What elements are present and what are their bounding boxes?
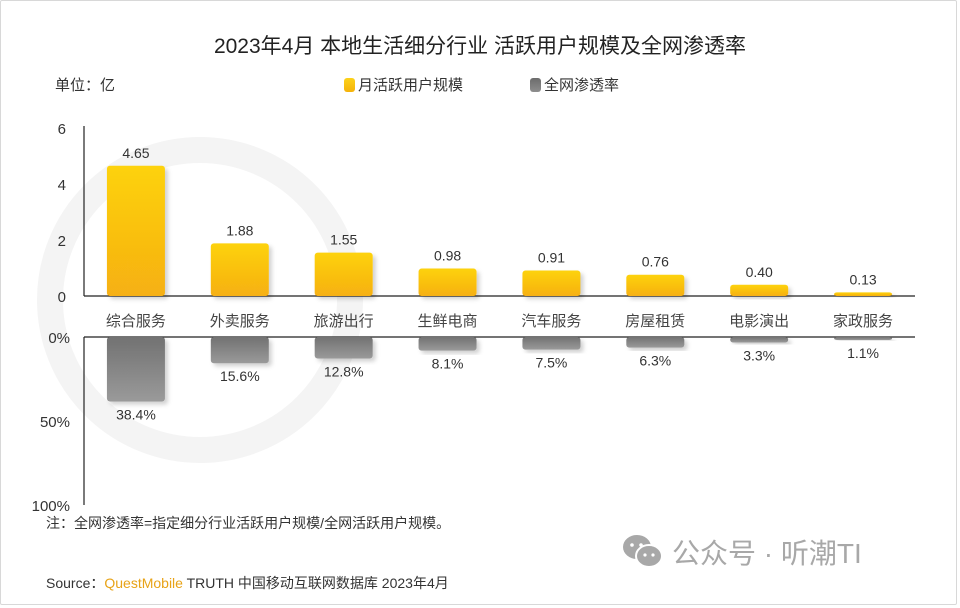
data-label-mau: 0.76	[642, 254, 669, 270]
data-label-penetration: 8.1%	[432, 356, 464, 372]
bar-mau	[730, 284, 789, 296]
source-prefix: Source：	[46, 575, 105, 591]
y-tick-label-top: 4	[58, 177, 66, 194]
data-label-mau: 0.13	[849, 271, 876, 287]
data-label-mau: 4.65	[122, 145, 149, 161]
x-tick-label: 房屋租赁	[625, 313, 685, 330]
bar-mau	[210, 243, 269, 296]
source-rest: TRUTH 中国移动互联网数据库 2023年4月	[182, 575, 449, 591]
data-label-penetration: 7.5%	[535, 355, 567, 371]
data-label-penetration: 12.8%	[324, 364, 364, 380]
bar-mau	[106, 165, 165, 296]
wechat-icon	[623, 535, 663, 568]
legend-swatch-gray	[530, 77, 541, 92]
bar-penetration	[106, 337, 165, 402]
data-label-penetration: 1.1%	[847, 345, 879, 361]
watermark: 公众号 · 听潮TI	[622, 532, 862, 572]
legend-label: 月活跃用户规模	[358, 77, 464, 94]
x-tick-label: 电影演出	[729, 313, 789, 330]
legend-label: 全网渗透率	[544, 77, 620, 94]
data-label-penetration: 6.3%	[639, 353, 671, 369]
bar-penetration	[418, 337, 477, 351]
data-label-mau: 0.40	[746, 264, 773, 280]
x-tick-label: 旅游出行	[314, 313, 374, 330]
unit-label: 单位：亿	[55, 77, 116, 94]
y-tick-label-bottom: 100%	[32, 498, 70, 515]
watermark-text: 公众号 · 听潮TI	[672, 538, 862, 569]
data-label-mau: 1.55	[330, 232, 357, 248]
x-tick-label: 家政服务	[833, 313, 893, 330]
data-label-penetration: 15.6%	[220, 368, 260, 384]
bar-penetration	[210, 337, 269, 364]
bar-penetration	[522, 337, 581, 350]
data-label-mau: 0.91	[538, 250, 565, 266]
source-brand: QuestMobile	[104, 575, 183, 591]
bar-mau	[418, 268, 477, 296]
data-label-mau: 0.98	[434, 248, 461, 264]
bar-mau	[314, 252, 373, 296]
x-tick-label: 汽车服务	[521, 313, 581, 330]
data-label-penetration: 3.3%	[743, 348, 775, 364]
x-tick-label: 生鲜电商	[418, 313, 478, 330]
y-tick-label-top: 6	[58, 121, 66, 138]
chart-title: 2023年4月 本地生活细分行业 活跃用户规模及全网渗透率	[213, 35, 747, 58]
legend-swatch-yellow	[344, 77, 355, 92]
bar-mau	[834, 292, 893, 296]
data-label-penetration: 38.4%	[116, 407, 156, 423]
source-line: Source：QuestMobile TRUTH 中国移动互联网数据库 2023…	[46, 573, 449, 593]
y-tick-label-top: 2	[58, 233, 66, 250]
bar-penetration	[730, 337, 789, 343]
x-tick-label: 综合服务	[106, 313, 166, 330]
data-label-mau: 1.88	[226, 222, 253, 238]
y-tick-label-bottom: 0%	[48, 330, 70, 347]
bar-mau	[522, 270, 581, 296]
bar-penetration	[314, 337, 373, 359]
y-tick-label-top: 0	[58, 289, 66, 306]
bar-mau	[626, 274, 685, 296]
bar-penetration	[834, 337, 893, 340]
background-watermark-logo	[37, 137, 363, 463]
footnote: 注：全网渗透率=指定细分行业活跃用户规模/全网活跃用户规模。	[46, 515, 451, 531]
legend-item-penetration: 全网渗透率	[530, 74, 619, 95]
bar-penetration	[626, 337, 685, 348]
x-tick-label: 外卖服务	[210, 313, 270, 330]
legend-item-mau: 月活跃用户规模	[344, 74, 463, 95]
y-tick-label-bottom: 50%	[40, 414, 70, 431]
